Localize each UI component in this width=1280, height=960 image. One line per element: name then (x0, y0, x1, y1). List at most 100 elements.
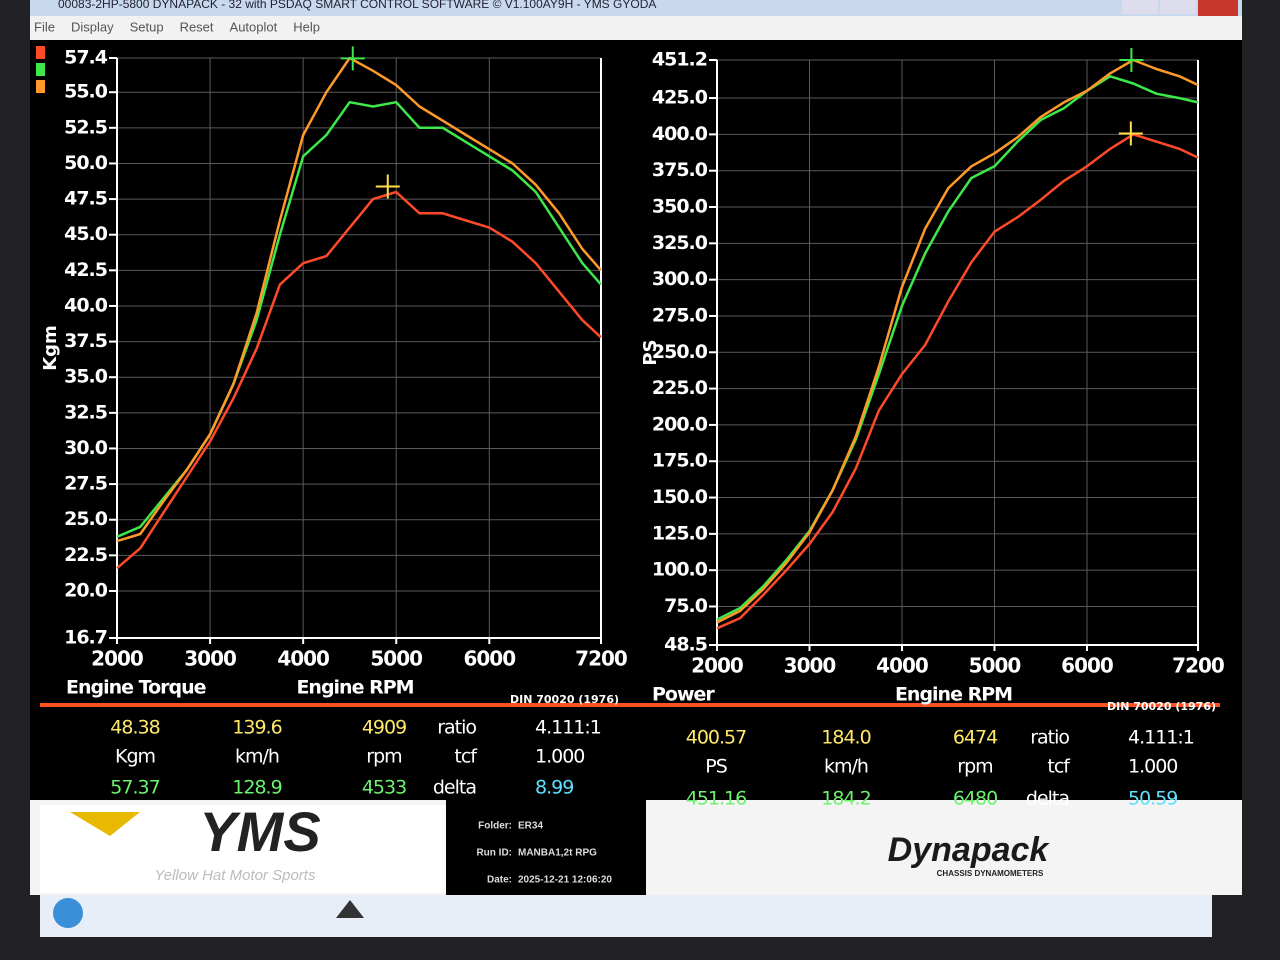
x-tick-label: 2000 (691, 654, 743, 678)
readout-value: 451.16 (686, 788, 746, 810)
peak-marker (340, 46, 365, 71)
yms-logo-mark (70, 812, 140, 836)
y-tick-label: 16.7 (64, 627, 107, 649)
x-tick-label: 4000 (277, 647, 329, 671)
y-tick-label: 250.0 (652, 341, 708, 363)
x-tick-label: 5000 (969, 654, 1021, 678)
run-info-value: 2025-12-21 12:06:20 (518, 875, 612, 886)
readout-label: ratio (1030, 727, 1069, 749)
series-line (116, 56, 602, 543)
title-bar (30, 0, 1242, 16)
y-tick-label: 42.5 (64, 259, 107, 281)
yms-subtitle: Yellow Hat Motor Sports (155, 867, 316, 884)
y-tick-label: 47.5 (64, 188, 107, 210)
readout-value: Kgm (115, 746, 155, 768)
x-tick-label: 3000 (184, 647, 236, 671)
x-tick-label: 4000 (876, 654, 928, 678)
readout-value: 50.59 (1128, 788, 1177, 810)
y-tick-label: 325.0 (652, 232, 708, 254)
close-button[interactable] (1198, 0, 1238, 16)
x-tick-label: 6000 (1061, 654, 1113, 678)
readout-value: rpm (366, 746, 401, 768)
readout-value: 184.2 (821, 788, 870, 810)
y-tick-label: 75.0 (664, 595, 708, 617)
readout-value: 4533 (362, 777, 406, 799)
series-line (716, 133, 1199, 630)
y-axis-label: PS (640, 339, 661, 365)
window-title: 00083-2HP-5800 DYNAPACK - 32 with PSDAQ … (58, 0, 656, 11)
y-tick-label: 125.0 (652, 522, 708, 544)
chart-title: Engine Torque (66, 677, 206, 699)
start-button[interactable] (53, 898, 83, 928)
readout-value: 4.111:1 (1128, 727, 1194, 749)
readout-value: 8.99 (535, 777, 573, 799)
x-tick-label: 7200 (1172, 654, 1224, 678)
y-tick-label: 35.0 (64, 366, 108, 388)
readout-value: 48.38 (110, 717, 159, 739)
menu-item[interactable]: Display (71, 19, 114, 34)
y-tick-label: 425.0 (652, 87, 708, 109)
readout-value: PS (705, 756, 727, 778)
y-axis-label: Kgm (40, 325, 61, 371)
chart-note: DIN 70020 (1976) (510, 693, 619, 706)
y-tick-label: 32.5 (64, 401, 107, 423)
y-tick-label: 37.5 (64, 330, 107, 352)
readout-value: 128.9 (232, 777, 281, 799)
legend-swatch (36, 46, 45, 59)
readout-value: rpm (957, 756, 992, 778)
run-info-label: Date: (487, 875, 512, 886)
peak-marker (1119, 48, 1144, 73)
x-tick-label: 3000 (784, 654, 836, 678)
main-area (30, 40, 1242, 800)
readout-value: 184.0 (821, 727, 870, 749)
run-info-value: MANBA1,2t RPG (518, 848, 597, 859)
y-tick-label: 40.0 (64, 294, 108, 316)
readout-value: 1.000 (535, 746, 584, 768)
y-tick-label: 25.0 (64, 508, 108, 530)
readout-value: 6474 (953, 727, 998, 749)
y-tick-label: 300.0 (652, 268, 708, 290)
x-axis-label: Engine RPM (895, 684, 1012, 706)
legend-swatch (36, 63, 45, 76)
y-tick-label: 27.5 (64, 473, 107, 495)
readout-value: 4.111:1 (535, 717, 601, 739)
minimize-button[interactable] (1122, 0, 1158, 14)
menu-item[interactable]: File (34, 19, 55, 34)
chart: 48.5 75.0 100.0 125.0 150.0 175.0 200.0 225.0 25… (640, 48, 1225, 713)
y-tick-label: 57.4 (64, 47, 108, 69)
y-tick-label: 400.0 (652, 123, 708, 145)
readout-value: 400.57 (686, 727, 746, 749)
chart-title: Power (652, 684, 715, 706)
y-tick-label: 20.0 (64, 579, 108, 601)
dynapack-subtitle: CHASSIS DYNAMOMETERS (937, 869, 1044, 878)
readout-value: 6480 (953, 788, 997, 810)
y-tick-label: 100.0 (652, 559, 708, 581)
x-tick-label: 5000 (370, 647, 422, 671)
x-axis-label: Engine RPM (296, 677, 413, 699)
legend-swatch (36, 80, 45, 93)
run-info-label: Run ID: (476, 848, 512, 859)
y-tick-label: 22.5 (64, 544, 107, 566)
y-tick-label: 375.0 (652, 159, 708, 181)
y-tick-label: 150.0 (652, 486, 708, 508)
series-line (716, 75, 1199, 621)
menu-item[interactable]: Setup (130, 19, 164, 34)
y-tick-label: 225.0 (652, 377, 708, 399)
separator (40, 703, 1220, 707)
y-tick-label: 451.2 (652, 49, 707, 71)
y-tick-label: 52.5 (64, 116, 107, 138)
menu-item[interactable]: Help (293, 19, 320, 34)
y-tick-label: 55.0 (64, 81, 108, 103)
series-line (716, 58, 1199, 624)
peak-marker (375, 174, 400, 199)
menu-item[interactable]: Autoplot (230, 19, 278, 34)
maximize-button[interactable] (1160, 0, 1196, 14)
readout-value: km/h (235, 746, 279, 768)
readout-value: 139.6 (232, 717, 281, 739)
menu-item[interactable]: Reset (180, 19, 214, 34)
readout-label: delta (1026, 788, 1069, 810)
taskbar (40, 895, 1212, 937)
taskbar-app-icon[interactable] (336, 900, 364, 918)
